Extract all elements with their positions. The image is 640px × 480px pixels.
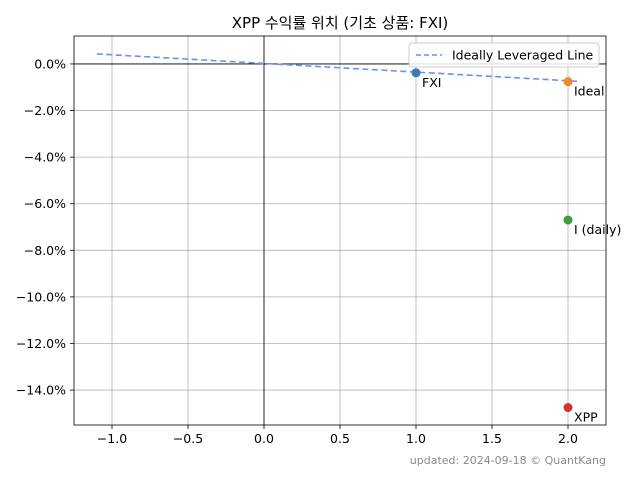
x-tick-label: −1.0 — [97, 431, 127, 446]
chart-title: XPP 수익률 위치 (기초 상품: FXI) — [232, 14, 449, 32]
legend-box — [408, 42, 600, 68]
point-label-i-daily: I (daily) — [574, 222, 621, 237]
x-tick-label: 0.5 — [330, 431, 350, 446]
y-tick-label: −4.0% — [24, 150, 66, 165]
y-tick-label: −12.0% — [16, 336, 66, 351]
y-tick-label: −6.0% — [24, 196, 66, 211]
point-label-xpp: XPP — [574, 410, 598, 425]
y-tick-label: −14.0% — [16, 383, 66, 398]
point-fxi — [411, 68, 421, 78]
grid-lines — [74, 36, 606, 425]
series-layer: FXI Ideal I (daily) XPP — [96, 53, 621, 425]
point-xpp — [563, 403, 573, 413]
x-tick-label: 2.0 — [558, 431, 578, 446]
y-tick-label: 0.0% — [34, 56, 66, 71]
x-tick-label: 0.0 — [254, 431, 274, 446]
x-axis-ticks: −1.0 −0.5 0.0 0.5 1.0 1.5 2.0 — [97, 425, 578, 446]
x-tick-label: −0.5 — [173, 431, 203, 446]
x-tick-label: 1.5 — [482, 431, 502, 446]
y-tick-label: −10.0% — [16, 289, 66, 304]
y-tick-label: −2.0% — [24, 103, 66, 118]
point-label-ideal: Ideal — [574, 84, 604, 99]
point-label-fxi: FXI — [422, 75, 441, 90]
y-tick-label: −8.0% — [24, 243, 66, 258]
ideally-leveraged-line — [96, 53, 581, 83]
legend-label: Ideally Leveraged Line — [452, 48, 594, 63]
point-ideal — [563, 77, 573, 87]
y-axis-ticks: 0.0% −2.0% −4.0% −6.0% −8.0% −10.0% −12.0% −14.… — [16, 56, 74, 398]
x-tick-label: 1.0 — [406, 431, 426, 446]
legend: Ideally Leveraged Line — [408, 42, 600, 68]
footer-updated: updated: 2024-09-18 © QuantKang — [410, 454, 606, 467]
point-i-daily — [563, 215, 573, 225]
